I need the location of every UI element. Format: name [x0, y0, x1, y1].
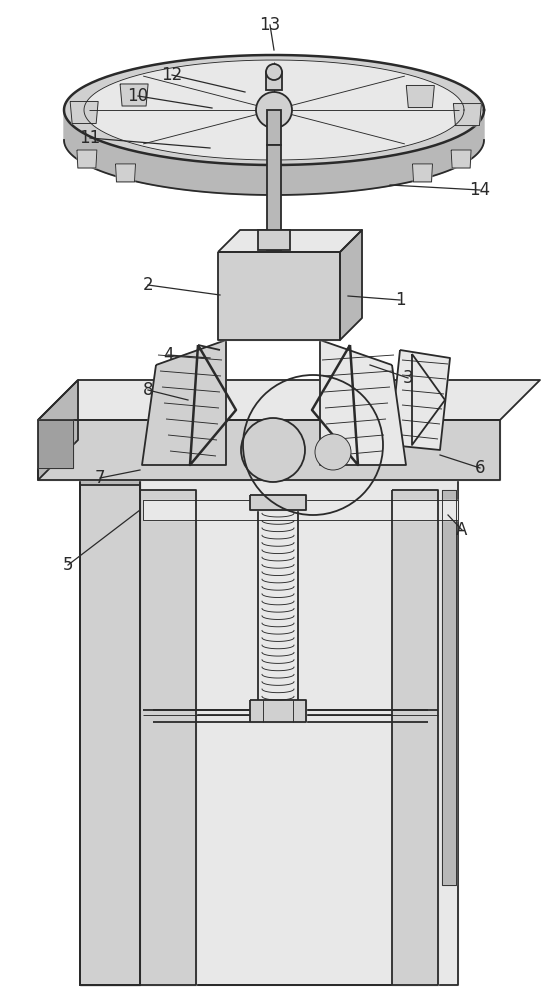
Polygon shape	[143, 500, 458, 520]
Polygon shape	[64, 110, 484, 195]
Polygon shape	[80, 480, 140, 985]
Text: 2: 2	[143, 276, 153, 294]
Polygon shape	[120, 84, 148, 106]
Bar	[267, 110, 281, 145]
Polygon shape	[38, 420, 500, 480]
Polygon shape	[320, 340, 406, 465]
Polygon shape	[80, 485, 140, 985]
Polygon shape	[218, 230, 362, 252]
Text: 6: 6	[475, 459, 485, 477]
Circle shape	[241, 418, 305, 482]
Text: 4: 4	[163, 346, 173, 364]
Text: 3: 3	[402, 369, 413, 387]
Bar	[266, 72, 282, 90]
Polygon shape	[64, 55, 484, 165]
Polygon shape	[143, 715, 438, 985]
Circle shape	[266, 64, 282, 80]
Polygon shape	[218, 252, 340, 340]
Polygon shape	[38, 380, 540, 420]
Text: 8: 8	[143, 381, 153, 399]
Polygon shape	[406, 86, 434, 108]
Polygon shape	[451, 150, 471, 168]
Polygon shape	[140, 490, 196, 985]
Polygon shape	[38, 380, 78, 480]
Text: 5: 5	[63, 556, 73, 574]
Circle shape	[256, 92, 292, 128]
Bar	[267, 145, 281, 250]
Circle shape	[315, 434, 351, 470]
Polygon shape	[340, 230, 362, 340]
Polygon shape	[250, 495, 306, 510]
Polygon shape	[77, 150, 97, 168]
Polygon shape	[142, 340, 226, 465]
Bar	[258, 230, 290, 250]
Polygon shape	[453, 104, 481, 126]
Text: 7: 7	[95, 469, 105, 487]
Polygon shape	[38, 420, 73, 468]
Polygon shape	[390, 350, 450, 450]
Text: 13: 13	[259, 16, 281, 34]
Text: 1: 1	[395, 291, 405, 309]
Polygon shape	[84, 60, 464, 160]
Polygon shape	[80, 480, 140, 985]
Text: 10: 10	[127, 87, 149, 105]
Text: 11: 11	[80, 129, 100, 147]
Polygon shape	[392, 490, 438, 985]
Text: 14: 14	[469, 181, 491, 199]
Polygon shape	[80, 480, 458, 985]
Polygon shape	[412, 164, 433, 182]
Polygon shape	[442, 490, 456, 885]
Polygon shape	[250, 700, 306, 722]
Polygon shape	[115, 164, 136, 182]
Polygon shape	[70, 101, 98, 123]
Text: A: A	[456, 521, 468, 539]
Text: 12: 12	[161, 66, 183, 84]
